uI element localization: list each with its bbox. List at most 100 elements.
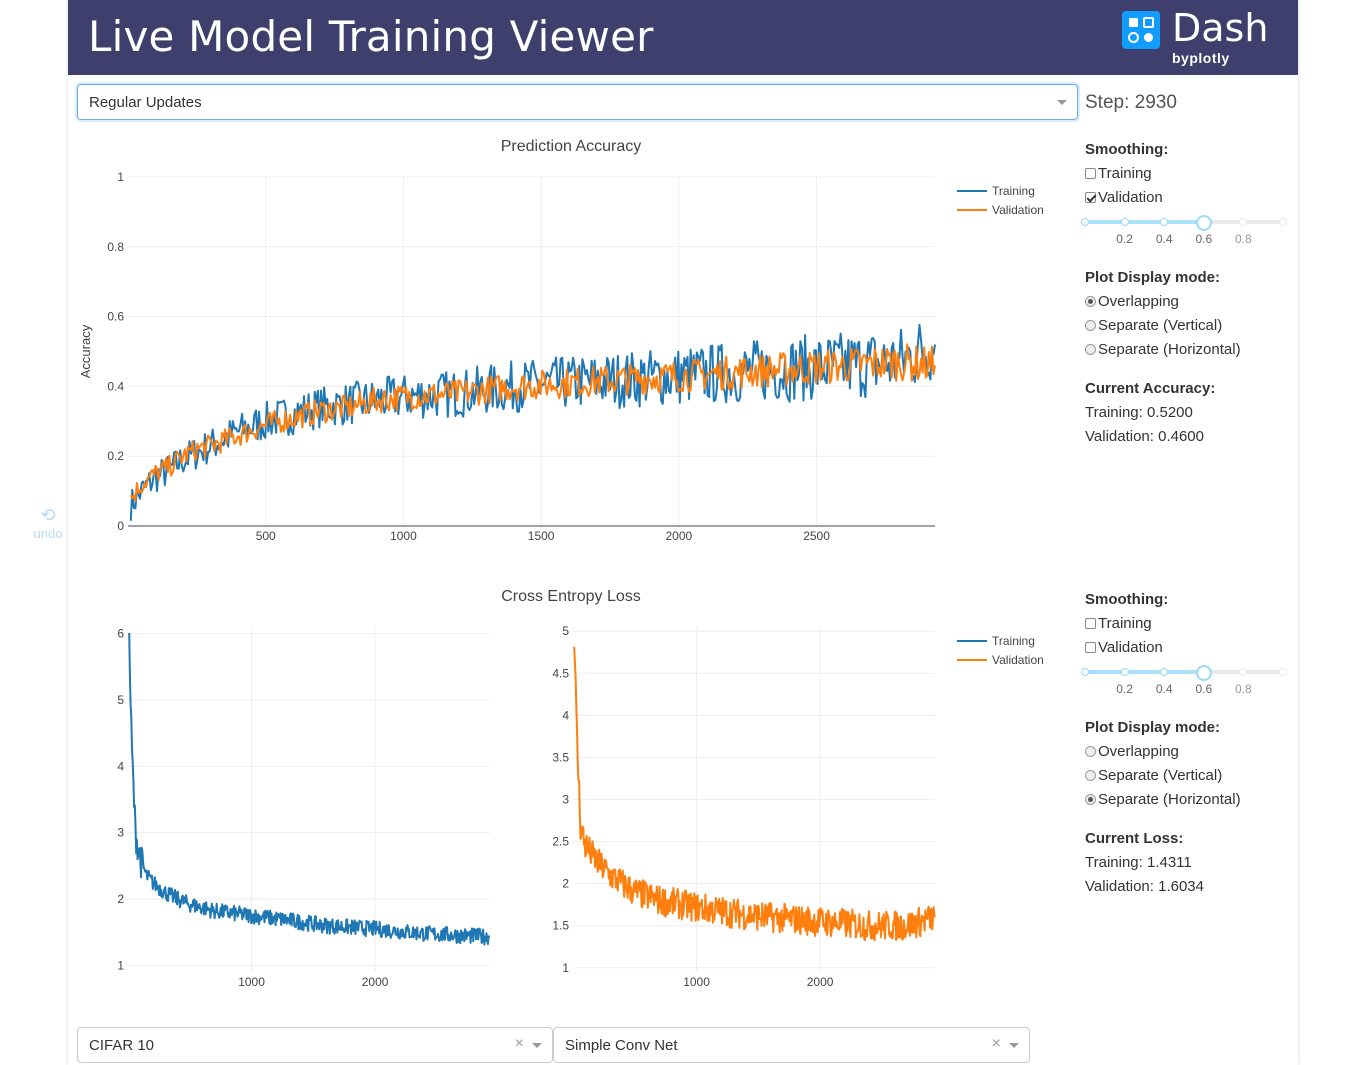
slider-dot[interactable]	[1279, 668, 1287, 676]
current-loss-heading: Current Loss:	[1085, 830, 1184, 847]
legend-item[interactable]: Training	[992, 634, 1035, 648]
y-tick-label: 6	[117, 627, 124, 641]
legend-item[interactable]: Training	[992, 184, 1035, 198]
undo-button[interactable]: ⟲ undo	[28, 505, 68, 541]
series-line-training[interactable]	[128, 632, 491, 946]
y-tick-label: 1	[562, 961, 569, 975]
checkbox-icon[interactable]	[1085, 618, 1096, 629]
current-loss-validation: Validation: 1.6034	[1085, 878, 1204, 895]
slider-dot[interactable]	[1160, 218, 1169, 226]
model-value: Simple Conv Net	[565, 1037, 678, 1054]
chart-title: Prediction Accuracy	[501, 138, 642, 155]
x-tick-label: 1000	[683, 975, 710, 989]
x-tick-label: 500	[256, 529, 276, 543]
x-tick-label: 2000	[362, 975, 389, 989]
mode-horizontal-radio[interactable]: Separate (Horizontal)	[1085, 788, 1285, 812]
dataset-dropdown[interactable]: CIFAR 10 ×	[77, 1027, 553, 1063]
mode-label: Overlapping	[1098, 743, 1179, 760]
y-tick-label: 4	[117, 759, 124, 773]
smoothing-heading: Smoothing:	[1085, 591, 1169, 608]
x-tick-label: 2000	[666, 529, 693, 543]
clear-icon[interactable]: ×	[514, 1035, 524, 1052]
smoothing-heading: Smoothing:	[1085, 141, 1169, 158]
smoothing-slider[interactable]: 0.2 0.4 0.6 0.8	[1081, 212, 1287, 246]
y-tick-label: 1.5	[552, 919, 569, 933]
mode-label: Separate (Vertical)	[1098, 317, 1223, 334]
dash-logo-text: Dash	[1172, 6, 1269, 50]
dash-logo-icon	[1122, 11, 1160, 49]
header-banner: Live Model Training Viewer Dash byplotly	[68, 0, 1298, 75]
smooth-training-checkbox[interactable]: Training	[1085, 162, 1285, 186]
y-tick-label: 0	[117, 519, 124, 533]
slider-mark-label: 0.2	[1116, 232, 1133, 246]
y-tick-label: 0.2	[107, 449, 124, 463]
loss-controls-panel: Smoothing: Training Validation 0.2 0.4 0.6…	[1081, 588, 1287, 899]
current-loss-training: Training: 1.4311	[1085, 854, 1192, 871]
slider-dot[interactable]	[1239, 218, 1248, 226]
accuracy-plot-area[interactable]: 500 1000 1500 2000 2500 0 0.2 0.4 0.6 0.8 1 Accurac…	[78, 170, 936, 543]
slider-dot[interactable]	[1081, 668, 1089, 676]
radio-selected-icon[interactable]	[1085, 794, 1096, 805]
smoothing-slider[interactable]: 0.2 0.4 0.6 0.8	[1081, 662, 1287, 696]
mode-label: Separate (Vertical)	[1098, 767, 1223, 784]
slider-track[interactable]	[1085, 670, 1204, 674]
y-tick-label: 1	[117, 958, 124, 972]
radio-selected-icon[interactable]	[1085, 296, 1096, 307]
y-tick-label: 5	[562, 624, 569, 638]
y-tick-label: 0.6	[107, 310, 124, 324]
slider-track[interactable]	[1085, 220, 1204, 224]
validation-loss-plot[interactable]: 1000 2000 1 1.5 2 2.5 3 3.5 4 4.5 5	[552, 624, 936, 989]
series-line-validation[interactable]	[129, 343, 936, 502]
display-mode-heading: Plot Display mode:	[1085, 269, 1221, 286]
radio-icon[interactable]	[1085, 320, 1096, 331]
chevron-down-icon[interactable]	[1057, 100, 1067, 105]
y-tick-label: 3	[117, 826, 124, 840]
y-tick-label: 0.8	[107, 240, 124, 254]
smooth-training-checkbox[interactable]: Training	[1085, 612, 1285, 636]
chart-legend[interactable]: Training Validation	[957, 184, 1044, 217]
mode-horizontal-radio[interactable]: Separate (Horizontal)	[1085, 338, 1285, 362]
slider-mark-label: 0.4	[1155, 232, 1173, 246]
update-mode-dropdown[interactable]: Regular Updates	[77, 84, 1078, 120]
y-tick-label: 0.4	[107, 379, 124, 393]
radio-icon[interactable]	[1085, 344, 1096, 355]
dataset-value: CIFAR 10	[89, 1037, 155, 1054]
checkbox-icon[interactable]	[1085, 642, 1096, 653]
clear-icon[interactable]: ×	[991, 1035, 1001, 1052]
series-line-validation[interactable]	[573, 646, 936, 942]
series-line-training[interactable]	[129, 323, 936, 521]
accuracy-chart[interactable]: Prediction Accuracy 500 1000 1500 2000 2500 0 0…	[68, 125, 1068, 555]
slider-dot[interactable]	[1081, 218, 1089, 226]
slider-handle[interactable]	[1195, 665, 1212, 681]
x-tick-label: 2000	[807, 975, 834, 989]
slider-dot[interactable]	[1239, 668, 1248, 676]
model-dropdown[interactable]: Simple Conv Net ×	[553, 1027, 1030, 1063]
slider-dot[interactable]	[1120, 668, 1129, 676]
smooth-validation-checkbox[interactable]: Validation	[1085, 186, 1285, 210]
mode-overlapping-radio[interactable]: Overlapping	[1085, 740, 1285, 764]
chart-legend[interactable]: Training Validation	[957, 634, 1044, 667]
chevron-down-icon[interactable]	[532, 1043, 542, 1048]
slider-handle[interactable]	[1195, 215, 1212, 231]
smooth-validation-checkbox[interactable]: Validation	[1085, 636, 1285, 660]
slider-dot[interactable]	[1279, 218, 1287, 226]
training-loss-plot[interactable]: 1000 2000 1 2 3 4 5 6	[117, 627, 491, 989]
mode-vertical-radio[interactable]: Separate (Vertical)	[1085, 764, 1285, 788]
chevron-down-icon[interactable]	[1009, 1043, 1019, 1048]
slider-mark-label: 0.6	[1195, 682, 1213, 696]
legend-item[interactable]: Validation	[992, 203, 1044, 217]
radio-icon[interactable]	[1085, 746, 1096, 757]
mode-vertical-radio[interactable]: Separate (Vertical)	[1085, 314, 1285, 338]
slider-dot[interactable]	[1120, 218, 1129, 226]
loss-chart[interactable]: Cross Entropy Loss 1000 2000 1 2 3 4 5 6 1000 2000…	[68, 575, 1068, 1005]
smooth-validation-label: Validation	[1098, 189, 1163, 206]
undo-icon[interactable]: ⟲	[40, 505, 56, 525]
legend-item[interactable]: Validation	[992, 653, 1044, 667]
slider-dot[interactable]	[1160, 668, 1169, 676]
checkbox-checked-icon[interactable]	[1085, 192, 1096, 203]
y-tick-label: 5	[117, 693, 124, 707]
mode-overlapping-radio[interactable]: Overlapping	[1085, 290, 1285, 314]
update-mode-value: Regular Updates	[89, 94, 202, 111]
radio-icon[interactable]	[1085, 770, 1096, 781]
checkbox-icon[interactable]	[1085, 168, 1096, 179]
